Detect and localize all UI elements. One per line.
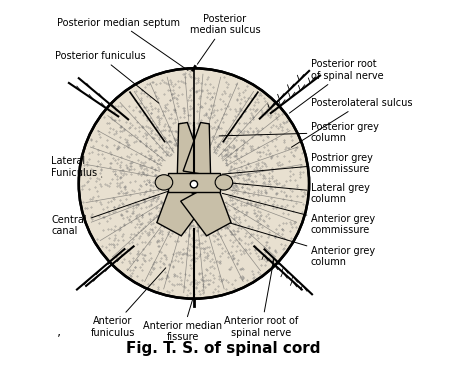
Text: Lateral
Funiculus: Lateral Funiculus: [51, 156, 102, 178]
Circle shape: [79, 68, 309, 299]
Polygon shape: [168, 173, 219, 192]
Text: ’: ’: [57, 333, 61, 346]
Text: Fig. T. S. of spinal cord: Fig. T. S. of spinal cord: [126, 341, 320, 356]
Text: Central
canal: Central canal: [51, 185, 186, 236]
Text: Posterior
median sulcus: Posterior median sulcus: [190, 14, 260, 64]
Ellipse shape: [215, 175, 233, 190]
Polygon shape: [183, 123, 211, 175]
Text: Posterior median septum: Posterior median septum: [58, 18, 188, 70]
Circle shape: [190, 181, 198, 188]
Text: Anterior grey
commissure: Anterior grey commissure: [222, 193, 375, 235]
Text: Anterior
funiculus: Anterior funiculus: [90, 268, 166, 338]
Text: Postrior grey
commissure: Postrior grey commissure: [222, 153, 373, 174]
Ellipse shape: [155, 175, 173, 190]
Text: Anterior grey
column: Anterior grey column: [220, 220, 375, 268]
Text: Posterior grey
column: Posterior grey column: [219, 121, 379, 143]
Text: Lateral grey
column: Lateral grey column: [228, 182, 370, 204]
Polygon shape: [177, 123, 205, 175]
Text: Posterior root
of spinal nerve: Posterior root of spinal nerve: [290, 59, 384, 113]
Text: Anterior median
fissure: Anterior median fissure: [143, 298, 223, 342]
Text: Anterior root of
spinal nerve: Anterior root of spinal nerve: [225, 259, 299, 338]
Polygon shape: [181, 182, 231, 236]
Text: Posterior funiculus: Posterior funiculus: [55, 51, 159, 103]
Text: Posterolateral sulcus: Posterolateral sulcus: [291, 98, 413, 147]
Polygon shape: [157, 182, 207, 236]
